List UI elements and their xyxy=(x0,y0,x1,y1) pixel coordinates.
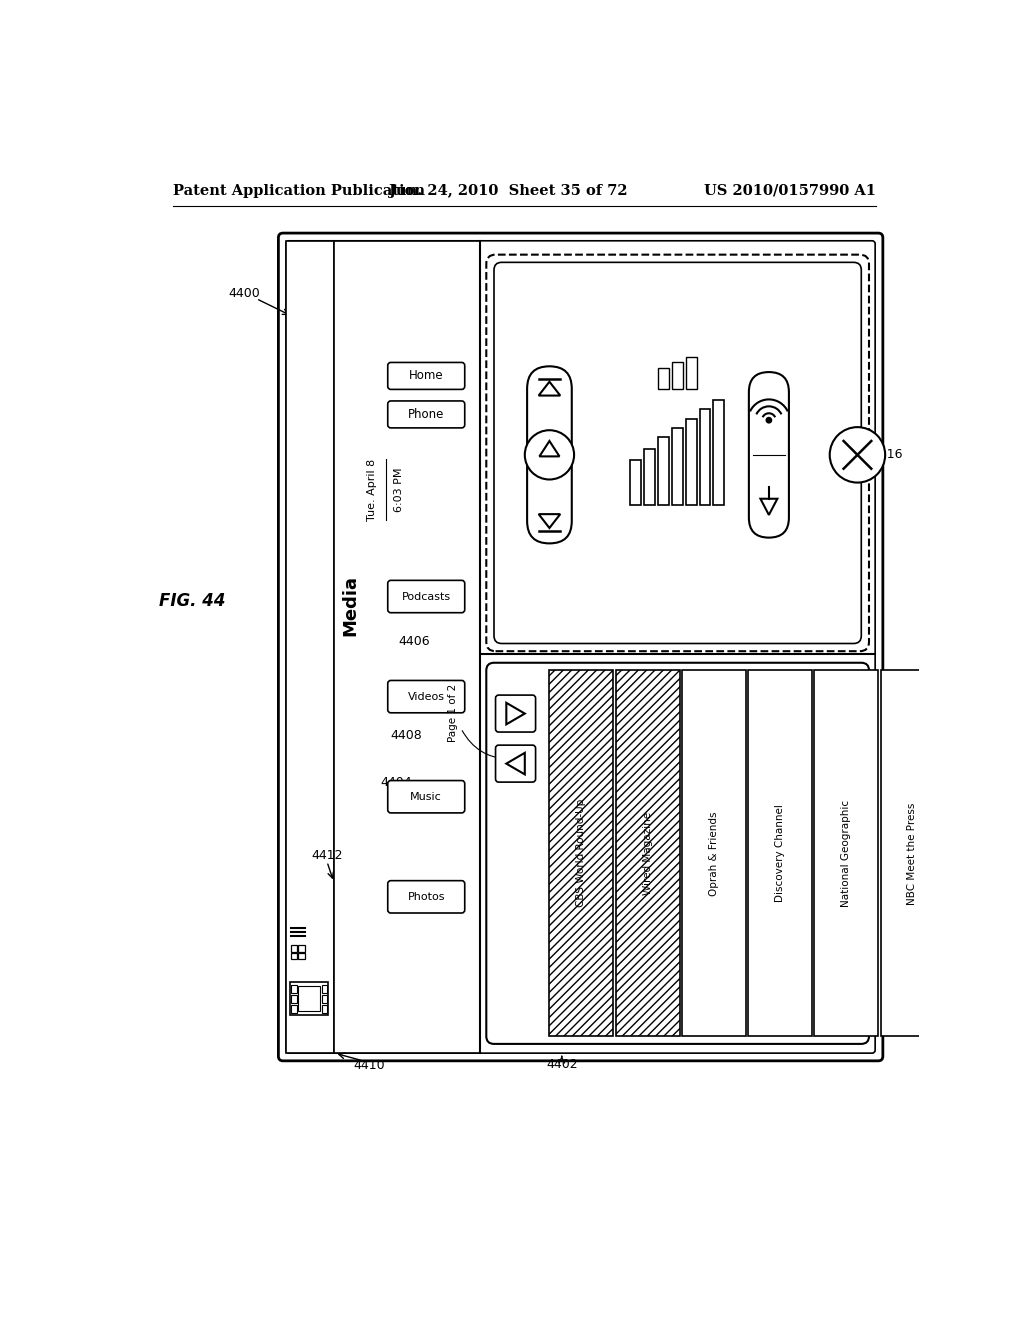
Bar xyxy=(292,1006,297,1014)
FancyBboxPatch shape xyxy=(279,234,883,1061)
Text: 4408: 4408 xyxy=(390,730,422,742)
Bar xyxy=(699,409,711,506)
Text: National Geographic: National Geographic xyxy=(842,800,851,907)
Bar xyxy=(881,671,944,1036)
Text: 4410: 4410 xyxy=(353,1059,385,1072)
FancyBboxPatch shape xyxy=(388,581,465,612)
Text: 4406: 4406 xyxy=(398,635,430,648)
Bar xyxy=(334,240,480,1053)
Bar xyxy=(672,363,683,389)
Bar xyxy=(714,400,724,506)
Text: Oprah & Friends: Oprah & Friends xyxy=(709,810,719,895)
FancyBboxPatch shape xyxy=(388,880,465,913)
FancyBboxPatch shape xyxy=(496,696,536,733)
Bar xyxy=(292,985,297,993)
FancyBboxPatch shape xyxy=(749,372,788,537)
FancyBboxPatch shape xyxy=(388,363,465,389)
Bar xyxy=(644,450,655,506)
Text: 4414: 4414 xyxy=(817,953,849,966)
Text: Music: Music xyxy=(411,792,442,801)
FancyBboxPatch shape xyxy=(286,240,876,1053)
Text: Tue. April 8: Tue. April 8 xyxy=(368,458,377,520)
Bar xyxy=(658,437,669,506)
Text: 4416: 4416 xyxy=(871,449,902,462)
Text: Jun. 24, 2010  Sheet 35 of 72: Jun. 24, 2010 Sheet 35 of 72 xyxy=(388,183,627,198)
Text: Home: Home xyxy=(409,370,443,383)
Text: 4400: 4400 xyxy=(228,286,260,300)
Bar xyxy=(682,671,745,1036)
Bar xyxy=(298,945,304,952)
Bar xyxy=(290,982,329,1015)
Text: Wired Magazine: Wired Magazine xyxy=(643,812,652,895)
Text: Media: Media xyxy=(342,574,359,635)
Text: Videos: Videos xyxy=(408,692,444,702)
Bar xyxy=(631,461,641,506)
Circle shape xyxy=(829,428,885,483)
FancyBboxPatch shape xyxy=(494,263,861,644)
Bar xyxy=(322,985,327,993)
Text: NBC Meet the Press: NBC Meet the Press xyxy=(907,803,918,904)
Text: FIG. 44: FIG. 44 xyxy=(159,593,225,610)
Text: Page 1 of 2: Page 1 of 2 xyxy=(449,684,458,742)
Text: Discovery Channel: Discovery Channel xyxy=(775,804,785,903)
Bar xyxy=(672,428,683,506)
Text: Patent Application Publication: Patent Application Publication xyxy=(173,183,425,198)
FancyBboxPatch shape xyxy=(388,780,465,813)
Circle shape xyxy=(525,430,574,479)
Bar xyxy=(658,368,669,389)
Bar xyxy=(298,953,304,960)
Bar xyxy=(615,671,680,1036)
Text: Phone: Phone xyxy=(408,408,444,421)
Text: 4404: 4404 xyxy=(380,776,412,788)
FancyBboxPatch shape xyxy=(527,367,571,544)
Text: 4412: 4412 xyxy=(311,849,343,862)
Bar xyxy=(686,418,696,506)
Text: CBS World Round-Up: CBS World Round-Up xyxy=(577,799,587,907)
Text: 6:03 PM: 6:03 PM xyxy=(394,467,404,512)
Bar xyxy=(686,358,696,389)
Bar xyxy=(298,986,319,1011)
Text: US 2010/0157990 A1: US 2010/0157990 A1 xyxy=(703,183,876,198)
Bar xyxy=(322,995,327,1003)
Bar xyxy=(749,671,812,1036)
Bar xyxy=(291,953,297,960)
FancyBboxPatch shape xyxy=(486,663,869,1044)
Bar xyxy=(291,945,297,952)
Bar xyxy=(814,671,879,1036)
Bar xyxy=(292,995,297,1003)
FancyBboxPatch shape xyxy=(496,744,536,781)
FancyBboxPatch shape xyxy=(388,401,465,428)
Circle shape xyxy=(766,417,772,422)
FancyBboxPatch shape xyxy=(388,681,465,713)
Text: Photos: Photos xyxy=(408,892,445,902)
Text: Podcasts: Podcasts xyxy=(401,591,451,602)
Bar xyxy=(550,671,613,1036)
Text: 4402: 4402 xyxy=(546,1059,578,1072)
Bar xyxy=(322,1006,327,1014)
Bar xyxy=(286,240,334,1053)
FancyBboxPatch shape xyxy=(486,255,869,651)
